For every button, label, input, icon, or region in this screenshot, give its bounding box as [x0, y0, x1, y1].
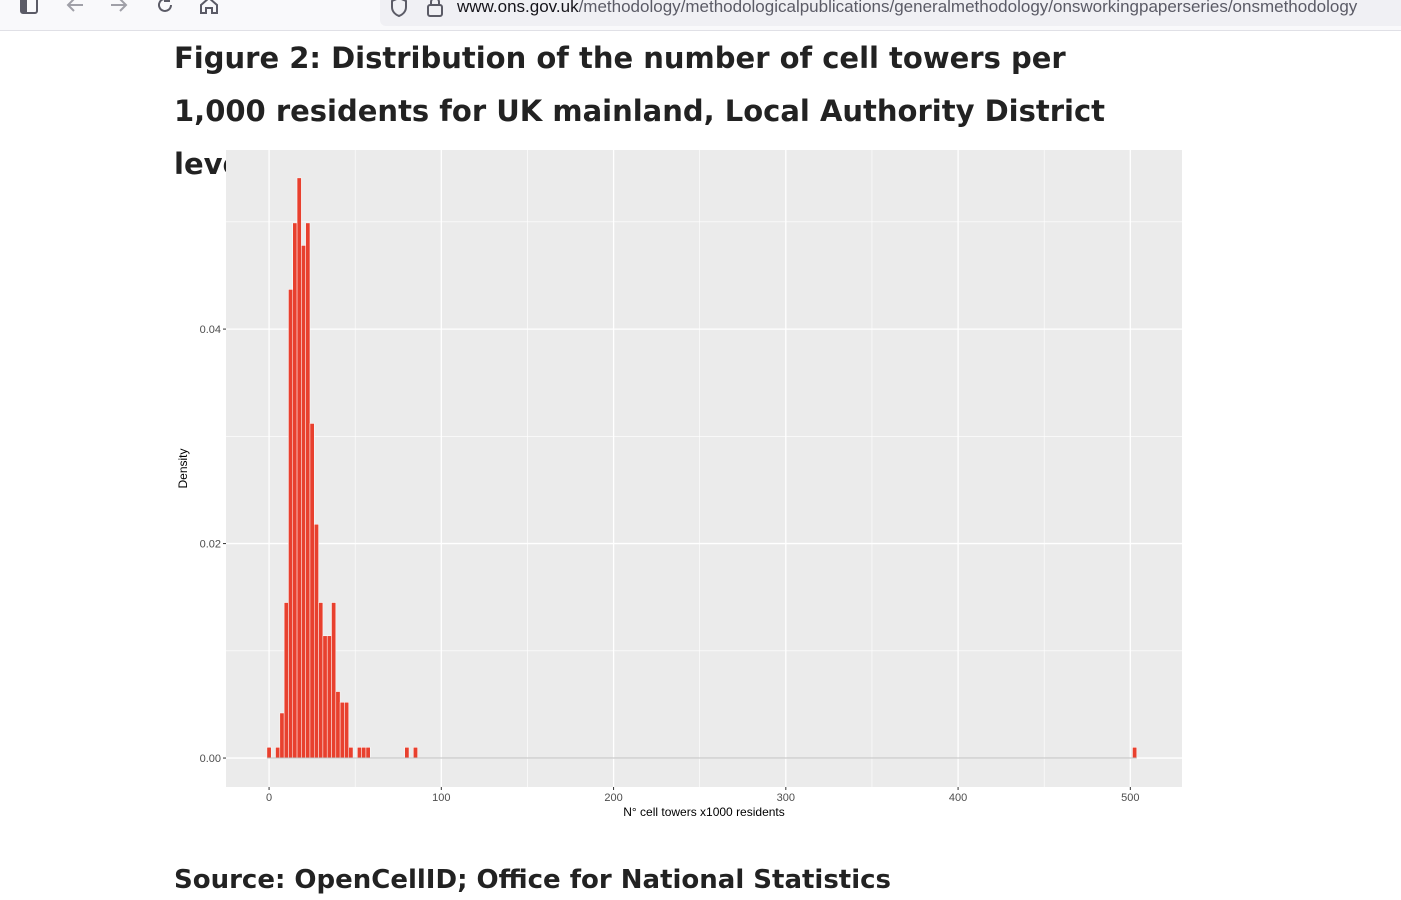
histogram-bar [288, 289, 293, 759]
histogram-bar [318, 602, 324, 759]
histogram-bar [305, 222, 311, 759]
histogram-bar [413, 747, 418, 759]
histogram-bar [292, 222, 298, 759]
histogram-bar [331, 602, 337, 759]
x-tick-label: 300 [777, 792, 795, 804]
histogram-bar [322, 635, 328, 759]
histogram-bar [279, 712, 285, 759]
y-tick-label: 0.00 [200, 753, 221, 765]
histogram-bar [283, 602, 289, 759]
forward-arrow-icon[interactable] [108, 0, 130, 16]
shield-icon[interactable] [388, 0, 410, 18]
histogram-bar [361, 747, 367, 759]
histogram-bar [348, 747, 354, 759]
lock-icon[interactable] [424, 0, 446, 18]
x-tick-label: 400 [949, 792, 967, 804]
histogram-bar [314, 524, 319, 759]
histogram-bar [296, 177, 302, 759]
y-tick-label: 0.02 [200, 539, 221, 551]
x-tick-label: 500 [1121, 792, 1139, 804]
histogram-bar [1132, 747, 1138, 759]
x-tick-label: 100 [432, 792, 450, 804]
histogram-bar [365, 747, 371, 759]
minor-gridlines [226, 150, 1182, 787]
histogram-bar [357, 747, 362, 759]
y-axis-ticks: 0.00 0.02 0.04 [200, 324, 226, 765]
y-axis-title: Density [176, 448, 190, 488]
figure-source: Source: OpenCellID; Office for National … [174, 865, 892, 895]
histogram-bar [404, 747, 410, 759]
histogram-bar [344, 702, 349, 759]
url-bar[interactable] [380, 0, 1401, 26]
browser-toolbar: www.ons.gov.uk/methodology/methodologica… [0, 0, 1401, 31]
home-icon[interactable] [198, 0, 220, 16]
reload-icon[interactable] [154, 0, 176, 16]
histogram-bar [335, 691, 341, 759]
x-tick-label: 200 [604, 792, 622, 804]
x-tick-label: 0 [266, 792, 272, 804]
histogram-bar [275, 747, 281, 759]
url-host: www.ons.gov.uk [457, 0, 579, 16]
url-path: /methodology/methodologicalpublications/… [578, 0, 1358, 16]
url-text[interactable]: www.ons.gov.uk/methodology/methodologica… [457, 0, 1397, 18]
histogram-bar [309, 423, 315, 759]
histogram-bar [301, 245, 306, 759]
histogram-bar [326, 635, 332, 759]
x-axis-title: N° cell towers x1000 residents [623, 805, 785, 819]
sidebar-icon[interactable] [18, 0, 40, 16]
y-tick-label: 0.04 [200, 324, 221, 336]
x-axis-ticks: 0 100 200 300 400 500 [266, 787, 1140, 804]
histogram-bar [339, 702, 345, 759]
plot-panel [226, 150, 1182, 787]
figure-title: Figure 2: Distribution of the number of … [174, 41, 1106, 181]
url-fade [1370, 0, 1401, 16]
back-arrow-icon[interactable] [64, 0, 86, 16]
histogram-bar [266, 747, 272, 759]
